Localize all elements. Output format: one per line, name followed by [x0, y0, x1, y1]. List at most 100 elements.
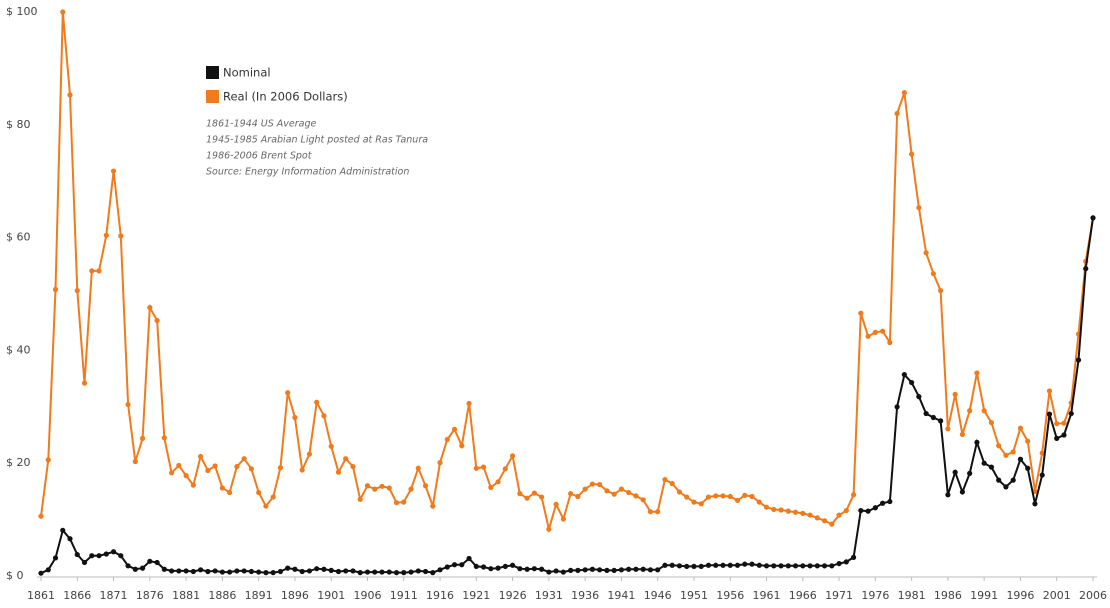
point — [154, 317, 160, 324]
point — [560, 516, 566, 522]
point — [205, 568, 211, 575]
point — [821, 563, 828, 569]
point — [168, 568, 175, 574]
point — [161, 435, 167, 441]
point — [459, 443, 465, 449]
point — [575, 493, 581, 500]
point — [749, 561, 755, 567]
x-tick-label: 1951 — [680, 589, 708, 602]
x-tick-label: 2006 — [1079, 589, 1107, 602]
point — [248, 568, 254, 575]
point — [792, 509, 799, 515]
point — [292, 414, 298, 421]
point — [60, 527, 66, 533]
point — [401, 499, 407, 505]
point — [582, 567, 588, 573]
point — [219, 569, 225, 575]
point — [546, 569, 552, 575]
x-tick-label: 1971 — [825, 589, 853, 602]
point — [1010, 449, 1016, 455]
y-tick-label: $ 20 — [6, 456, 31, 469]
x-tick-label: 1891 — [245, 589, 273, 602]
point — [401, 570, 407, 576]
point — [270, 570, 276, 576]
y-tick-label: $ 40 — [6, 343, 31, 356]
x-tick-label: 1921 — [462, 589, 490, 602]
point — [1003, 484, 1009, 490]
x-tick-label: 1996 — [1006, 589, 1034, 602]
point — [894, 404, 900, 410]
point — [575, 567, 581, 573]
point — [190, 482, 196, 488]
point — [655, 567, 661, 573]
point — [872, 505, 878, 511]
point — [974, 370, 980, 376]
point — [553, 568, 559, 574]
point — [923, 410, 929, 417]
point — [959, 431, 966, 438]
point — [698, 501, 704, 507]
point — [771, 506, 777, 513]
point — [38, 513, 44, 519]
point — [792, 563, 799, 569]
legend-swatch — [206, 66, 219, 79]
point — [1032, 501, 1038, 507]
legend-swatch — [206, 90, 219, 103]
point — [727, 562, 733, 568]
point — [139, 565, 146, 571]
point — [168, 470, 175, 476]
point — [74, 288, 80, 294]
point — [350, 568, 356, 574]
point — [314, 566, 320, 572]
point — [60, 9, 66, 15]
point — [988, 464, 995, 470]
y-tick-label: $ 0 — [6, 569, 24, 582]
point — [335, 469, 342, 475]
point — [183, 473, 189, 479]
x-tick-label: 1906 — [353, 589, 381, 602]
point — [227, 489, 233, 496]
point — [524, 566, 530, 572]
point — [502, 563, 508, 570]
point — [967, 408, 973, 414]
point — [422, 568, 429, 575]
point — [785, 563, 791, 569]
point — [45, 457, 51, 463]
point — [662, 476, 668, 483]
point — [205, 467, 211, 474]
point — [386, 485, 392, 491]
point — [800, 510, 806, 516]
point — [807, 563, 813, 569]
x-tick-label: 2001 — [1043, 589, 1071, 602]
point — [829, 563, 835, 569]
x-tick-label: 1886 — [208, 589, 236, 602]
point — [1003, 452, 1009, 458]
point — [321, 566, 327, 572]
point — [437, 460, 443, 466]
x-tick-label: 1986 — [934, 589, 962, 602]
point — [1090, 215, 1096, 221]
point — [393, 500, 400, 506]
point — [1017, 425, 1024, 431]
point — [684, 563, 690, 570]
x-tick-label: 1896 — [281, 589, 309, 602]
point — [880, 500, 886, 506]
point — [1046, 411, 1053, 417]
point — [89, 553, 95, 559]
point — [836, 512, 842, 518]
point — [909, 379, 915, 386]
point — [742, 561, 748, 567]
point — [1068, 410, 1074, 417]
point — [967, 470, 973, 476]
point — [118, 553, 124, 559]
point — [38, 570, 44, 576]
point — [161, 566, 167, 572]
point — [372, 569, 378, 575]
point — [263, 570, 269, 576]
point — [364, 569, 371, 575]
point — [110, 168, 117, 174]
x-tick-label: 1871 — [100, 589, 128, 602]
point — [314, 399, 320, 405]
x-tick-label: 1931 — [535, 589, 563, 602]
